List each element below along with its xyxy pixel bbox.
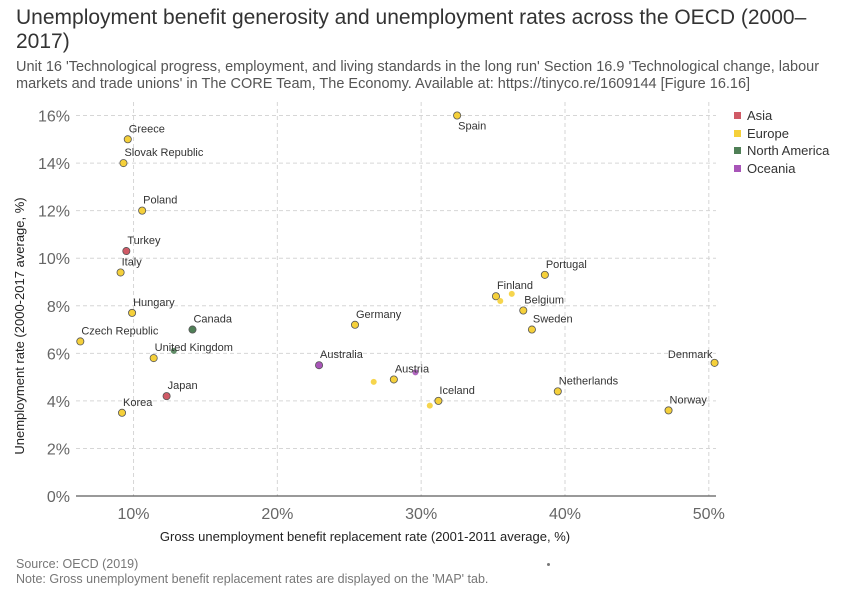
- data-point: [170, 347, 177, 354]
- data-point: [540, 270, 549, 279]
- y-axis-title: Unemployment rate (2000-2017 average, %): [12, 197, 27, 454]
- legend-swatch-oceania: [734, 164, 741, 172]
- x-tick-label: 50%: [693, 506, 725, 523]
- point-label: Hungary: [133, 297, 175, 309]
- x-tick-labels: 10% 20% 30% 40% 50%: [118, 506, 725, 523]
- data-point: [122, 247, 131, 256]
- data-point: [76, 337, 85, 346]
- data-points: [76, 111, 719, 417]
- chart-title: Unemployment benefit generosity and unem…: [16, 6, 807, 53]
- legend-label-north-america: North America: [747, 143, 830, 159]
- point-label: Denmark: [668, 349, 713, 361]
- y-tick-label: 4%: [47, 394, 70, 411]
- legend-label-europe: Europe: [747, 125, 789, 141]
- source-note: Source: OECD (2019): [16, 557, 139, 571]
- data-point: [119, 159, 128, 168]
- legend-label-asia: Asia: [747, 108, 773, 124]
- data-point: [412, 369, 419, 376]
- data-point: [123, 135, 132, 144]
- data-point: [389, 375, 398, 384]
- y-tick-label: 10%: [38, 251, 70, 268]
- point-label: Austria: [395, 363, 430, 375]
- point-label: Italy: [122, 256, 143, 268]
- point-labels: Spain Greece Slovak Republic Poland Turkey It…: [81, 121, 713, 409]
- point-label: Canada: [193, 314, 232, 326]
- data-point: [370, 378, 377, 385]
- point-label: Czech Republic: [81, 325, 159, 337]
- legend-item-asia[interactable]: Asia: [734, 107, 829, 125]
- point-label: Belgium: [524, 295, 564, 307]
- data-point: [118, 408, 127, 417]
- data-point: [315, 361, 324, 370]
- point-label: Germany: [356, 309, 402, 321]
- x-tick-label: 30%: [405, 506, 437, 523]
- data-point: [508, 290, 515, 297]
- legend-label-oceania: Oceania: [747, 160, 796, 176]
- data-point: [453, 111, 462, 120]
- decorative-dot: [547, 563, 550, 566]
- point-label: Finland: [497, 280, 533, 292]
- x-axis-title: Gross unemployment benefit replacement r…: [160, 529, 570, 544]
- data-point: [116, 268, 125, 277]
- point-label: Poland: [143, 195, 177, 207]
- point-label: Korea: [123, 397, 153, 409]
- data-point: [138, 206, 147, 215]
- footnote: Note: Gross unemployment benefit replace…: [16, 572, 489, 586]
- point-label: Sweden: [533, 314, 573, 326]
- legend-swatch-europe: [734, 129, 741, 137]
- data-point: [434, 396, 443, 405]
- data-point: [527, 325, 536, 334]
- data-point: [351, 320, 360, 329]
- y-tick-label: 8%: [47, 299, 70, 316]
- data-point: [710, 358, 719, 367]
- x-tick-label: 40%: [549, 506, 581, 523]
- point-label: Iceland: [439, 385, 474, 397]
- point-label: Netherlands: [559, 375, 619, 387]
- data-point: [188, 325, 197, 334]
- y-tick-label: 12%: [38, 204, 70, 221]
- point-label: United Kingdom: [155, 342, 233, 354]
- legend-item-europe[interactable]: Europe: [734, 125, 829, 143]
- legend-swatch-north-america: [734, 147, 741, 155]
- data-point: [162, 392, 171, 401]
- point-label: Slovak Republic: [124, 147, 203, 159]
- y-tick-label: 16%: [38, 109, 70, 126]
- data-point: [497, 298, 504, 304]
- grid-lines: [76, 102, 716, 496]
- data-point: [149, 354, 158, 363]
- y-tick-label: 6%: [47, 346, 70, 363]
- point-label: Turkey: [127, 235, 161, 247]
- point-label: Spain: [458, 121, 486, 133]
- y-tick-label: 14%: [38, 156, 70, 173]
- legend-item-oceania[interactable]: Oceania: [734, 160, 829, 178]
- point-label: Portugal: [546, 259, 587, 271]
- point-label: Norway: [670, 394, 708, 406]
- point-label: Greece: [129, 123, 165, 135]
- point-label: Australia: [320, 349, 364, 361]
- legend-swatch-asia: [734, 112, 741, 120]
- x-tick-label: 10%: [118, 506, 150, 523]
- y-tick-label: 0%: [47, 489, 70, 506]
- point-label: Japan: [168, 380, 198, 392]
- data-point: [128, 308, 137, 317]
- data-point: [664, 406, 673, 415]
- y-tick-label: 2%: [47, 441, 70, 458]
- data-point: [553, 387, 562, 396]
- data-point: [426, 402, 433, 409]
- data-point: [491, 292, 500, 301]
- chart-legend: Asia Europe North America Oceania: [734, 107, 829, 177]
- x-tick-label: 20%: [261, 506, 293, 523]
- y-tick-labels: 0% 2% 4% 6% 8% 10% 12% 14% 16%: [38, 109, 70, 506]
- data-point: [519, 306, 528, 315]
- legend-item-north-america[interactable]: North America: [734, 142, 829, 160]
- chart-subtitle: Unit 16 'Technological progress, employm…: [16, 59, 820, 92]
